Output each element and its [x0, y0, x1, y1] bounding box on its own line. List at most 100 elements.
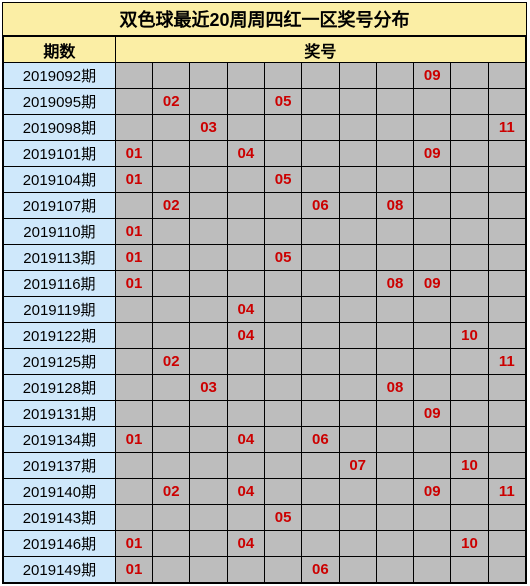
number-cell — [302, 349, 339, 375]
number-cell — [190, 89, 227, 115]
table-row: 2019146期010410 — [4, 531, 526, 557]
number-cell — [115, 63, 152, 89]
table-row: 2019098期0311 — [4, 115, 526, 141]
number-cell: 11 — [488, 479, 525, 505]
number-cell — [376, 297, 413, 323]
number-cell — [190, 271, 227, 297]
number-cell — [376, 219, 413, 245]
number-cell — [153, 401, 190, 427]
number-cell — [488, 63, 525, 89]
number-cell — [190, 323, 227, 349]
number-cell — [264, 193, 301, 219]
number-cell: 05 — [264, 89, 301, 115]
number-cell — [302, 453, 339, 479]
number-cell — [190, 349, 227, 375]
number-cell — [190, 531, 227, 557]
number-cell — [451, 479, 488, 505]
number-cell: 10 — [451, 323, 488, 349]
period-cell: 2019143期 — [4, 505, 116, 531]
table-row: 2019134期010406 — [4, 427, 526, 453]
number-cell: 06 — [302, 427, 339, 453]
number-cell — [414, 505, 451, 531]
number-cell: 03 — [190, 115, 227, 141]
number-cell: 04 — [227, 479, 264, 505]
number-cell — [339, 167, 376, 193]
number-cell — [302, 63, 339, 89]
number-cell: 05 — [264, 505, 301, 531]
number-cell: 08 — [376, 271, 413, 297]
number-cell — [153, 375, 190, 401]
number-cell — [339, 401, 376, 427]
table-row: 2019122期0410 — [4, 323, 526, 349]
number-cell — [451, 375, 488, 401]
number-cell: 04 — [227, 297, 264, 323]
number-cell — [190, 453, 227, 479]
number-cell: 01 — [115, 427, 152, 453]
header-numbers: 奖号 — [115, 37, 525, 63]
number-cell — [227, 557, 264, 583]
number-cell — [190, 427, 227, 453]
number-cell — [153, 427, 190, 453]
number-cell — [451, 63, 488, 89]
number-cell: 01 — [115, 557, 152, 583]
period-cell: 2019137期 — [4, 453, 116, 479]
number-cell — [190, 63, 227, 89]
data-table: 期数 奖号 2019092期092019095期02052019098期0311… — [3, 36, 526, 583]
number-cell: 09 — [414, 141, 451, 167]
number-cell — [264, 297, 301, 323]
table-row: 2019149期0106 — [4, 557, 526, 583]
number-cell — [227, 349, 264, 375]
number-cell — [153, 245, 190, 271]
number-cell — [264, 349, 301, 375]
number-cell — [153, 531, 190, 557]
number-cell — [153, 115, 190, 141]
number-cell — [115, 89, 152, 115]
number-cell — [339, 427, 376, 453]
number-cell: 05 — [264, 245, 301, 271]
number-cell — [376, 453, 413, 479]
number-cell — [115, 453, 152, 479]
number-cell — [227, 219, 264, 245]
number-cell — [339, 219, 376, 245]
number-cell — [190, 297, 227, 323]
number-cell — [451, 401, 488, 427]
number-cell: 10 — [451, 453, 488, 479]
number-cell — [302, 479, 339, 505]
number-cell — [339, 505, 376, 531]
number-cell — [376, 427, 413, 453]
number-cell — [488, 401, 525, 427]
table-row: 2019125期0211 — [4, 349, 526, 375]
number-cell — [451, 505, 488, 531]
number-cell — [302, 245, 339, 271]
number-cell — [302, 531, 339, 557]
number-cell — [376, 505, 413, 531]
number-cell — [414, 375, 451, 401]
number-cell — [264, 115, 301, 141]
number-cell — [414, 89, 451, 115]
number-cell — [302, 219, 339, 245]
number-cell: 02 — [153, 89, 190, 115]
number-cell: 01 — [115, 245, 152, 271]
period-cell: 2019092期 — [4, 63, 116, 89]
number-cell — [376, 557, 413, 583]
number-cell — [153, 505, 190, 531]
number-cell — [190, 193, 227, 219]
number-cell — [451, 297, 488, 323]
number-cell: 09 — [414, 271, 451, 297]
number-cell: 09 — [414, 401, 451, 427]
number-cell — [339, 323, 376, 349]
number-cell — [153, 167, 190, 193]
number-cell — [153, 297, 190, 323]
number-cell — [115, 401, 152, 427]
number-cell — [264, 141, 301, 167]
number-cell: 02 — [153, 193, 190, 219]
number-cell — [414, 427, 451, 453]
number-cell — [264, 479, 301, 505]
period-cell: 2019095期 — [4, 89, 116, 115]
number-cell: 11 — [488, 349, 525, 375]
table-title: 双色球最近20周周四红一区奖号分布 — [3, 3, 526, 36]
number-cell — [302, 89, 339, 115]
period-cell: 2019140期 — [4, 479, 116, 505]
number-cell: 06 — [302, 557, 339, 583]
number-cell — [488, 167, 525, 193]
